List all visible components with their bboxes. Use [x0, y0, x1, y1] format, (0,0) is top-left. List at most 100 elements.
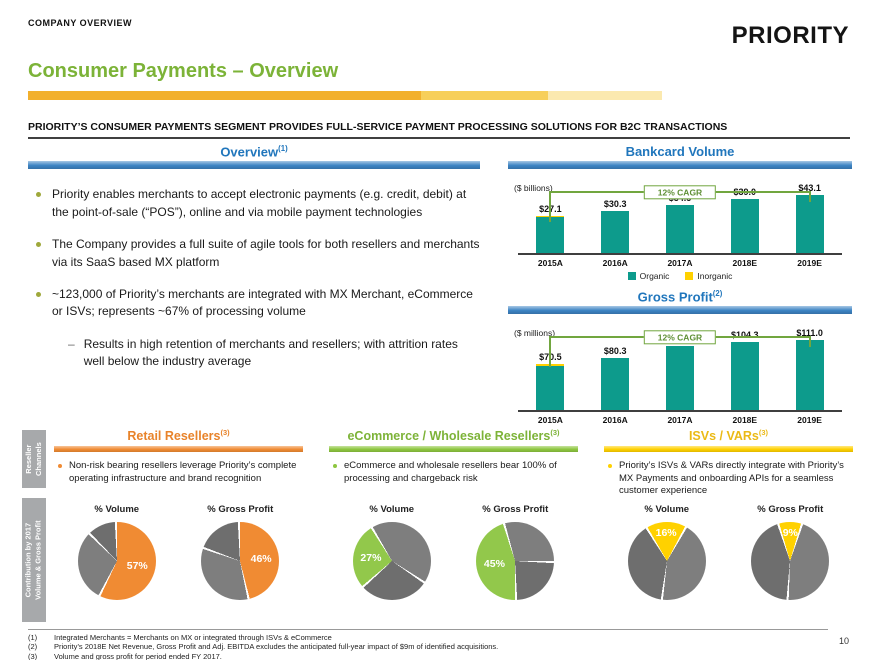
bar-segment-organic [601, 357, 630, 411]
bankcard-volume-header-bar [508, 161, 852, 169]
year-label: 2017A [667, 415, 693, 426]
cagr-label: 12% CAGR [643, 330, 717, 345]
bankcard-volume-section: Bankcard Volume ($ billions) 12% CAGR $27.… [508, 144, 852, 281]
volume-pie-block: % Volume 16% [612, 504, 722, 601]
pie-title: % Gross Profit [757, 504, 824, 516]
legend-swatch [685, 272, 694, 280]
bar-segment-organic [601, 211, 630, 253]
footnote-row: (1) Integrated Merchants = Merchants on M… [28, 633, 828, 642]
footnote-row: (3) Volume and gross profit for period en… [28, 652, 828, 660]
bar-segment-organic [795, 195, 824, 253]
footnote-number: (2) [28, 642, 38, 652]
side-label-text: Contribution by 2017 Volume & Gross Profi… [23, 520, 43, 600]
sub-bullet-dash: – [68, 336, 75, 351]
channel-title: ISVs / VARs(3) [688, 428, 769, 444]
x-axis-labels: 2015A 2016A 2017A 2018E 2019E [518, 412, 842, 425]
year-label: 2019E [797, 415, 822, 426]
cagr-label: 12% CAGR [643, 185, 717, 200]
page-title: Consumer Payments – Overview [28, 60, 339, 82]
footnote-number: (1) [28, 633, 38, 642]
side-label-text: Reseller Channels [23, 442, 44, 476]
bar-column: $80.3 [583, 328, 648, 411]
channel-accent-bar [604, 446, 853, 453]
channel-footnote-ref: (3) [220, 428, 230, 437]
section-headline: PRIORITY’S CONSUMER PAYMENTS SEGMENT PRO… [28, 121, 728, 133]
channel-accent-bar [54, 446, 303, 453]
charts-panel: Bankcard Volume ($ billions) 12% CAGR $27.… [508, 144, 852, 425]
bar-segment-organic [665, 346, 694, 411]
contribution-side-label: Contribution by 2017 Volume & Gross Profi… [22, 498, 46, 622]
bar-column: $104.3 [712, 328, 777, 411]
gross-profit-pie-chart: 45% [476, 522, 555, 601]
bar-column: $111.0 [777, 328, 842, 411]
overview-sub-bullet: – Results in high retention of merchants … [68, 336, 480, 371]
bullet-dot [608, 464, 612, 469]
bullet-item: The Company provides a full suite of agi… [36, 236, 480, 271]
bar-value-label: $104.3 [731, 329, 759, 340]
bar-segment-organic [795, 340, 824, 411]
chart-title-text: Bankcard Volume [625, 144, 735, 159]
bullet-dot [58, 464, 62, 469]
bullet-text: The Company provides a full suite of agi… [52, 237, 480, 269]
gross-profit-pie-block: % Gross Profit 9% [736, 504, 846, 601]
gross-profit-title: Gross Profit(2) [508, 289, 852, 304]
overview-panel: Overview(1) Priority enables merchants t… [28, 144, 480, 370]
pie-title: % Volume [644, 504, 690, 516]
bullet-item: ~123,000 of Priority’s merchants are int… [36, 286, 480, 321]
bullet-text: Priority enables merchants to accept ele… [52, 187, 467, 219]
channel-title: eCommerce / Wholesale Resellers(3) [347, 428, 560, 444]
gross-profit-pie-chart: 46% [201, 522, 280, 601]
gross-profit-pie-block: % Gross Profit 46% [186, 504, 296, 601]
channel-bullet-text: Non-risk bearing resellers leverage Prio… [69, 460, 297, 484]
footnote-row: (2) Priority’s 2018E Net Revenue, Gross P… [28, 642, 828, 651]
pie-percentage-label: 27% [360, 552, 382, 565]
bar-column: $30.3 [583, 183, 648, 253]
bar-segment-organic [536, 217, 565, 253]
bullet-dot [36, 242, 41, 248]
volume-pie-block: % Volume 27% [337, 504, 447, 601]
year-label: 2017A [667, 258, 693, 268]
channel-title: Retail Resellers(3) [127, 428, 230, 444]
channel-ecommerce-wholesale: eCommerce / Wholesale Resellers(3) eComm… [329, 428, 578, 601]
headline-rule [28, 137, 850, 139]
gross-profit-header-bar [508, 306, 852, 315]
page-number: 10 [838, 636, 849, 646]
volume-pie-chart: 57% [77, 522, 156, 601]
bar-column: $43.1 [777, 183, 842, 253]
channel-footnote-ref: (3) [758, 428, 769, 437]
chart-plot-area: $27.1$30.3$34.5$39.0$43.1 [518, 183, 842, 255]
pie-percentage-label: 16% [655, 527, 677, 540]
legend-label: Organic [639, 271, 670, 281]
pie-title: % Volume [369, 504, 415, 516]
legend-swatch [627, 272, 636, 280]
bankcard-volume-title: Bankcard Volume [508, 144, 852, 159]
pie-title: % Gross Profit [207, 504, 274, 516]
channels-row: Retail Resellers(3) Non-risk bearing res… [54, 428, 853, 601]
bullet-dot [333, 464, 337, 469]
channel-bullet-text: eCommerce and wholesale resellers bear 1… [344, 460, 557, 484]
overview-header-bar [28, 161, 480, 170]
channel-accent-bar [329, 446, 578, 453]
bullet-dot [36, 192, 41, 198]
pie-percentage-label: 57% [126, 559, 148, 572]
footnote-text: Volume and gross profit for period ended… [54, 651, 222, 660]
year-label: 2016A [602, 415, 628, 426]
bullet-item: Priority enables merchants to accept ele… [36, 186, 480, 221]
reseller-channels-side-label: Reseller Channels [22, 430, 46, 488]
channel-isvs-vars: ISVs / VARs(3) Priority’s ISVs & VARs di… [604, 428, 853, 601]
footnote-text: Integrated Merchants = Merchants on MX o… [54, 633, 332, 642]
pie-percentage-label: 9% [782, 527, 798, 540]
cagr-bracket: 12% CAGR [549, 330, 812, 368]
x-axis-labels: 2015A 2016A 2017A 2018E 2019E [518, 255, 842, 268]
year-label: 2018E [732, 415, 758, 426]
year-label: 2019E [797, 258, 822, 268]
volume-pie-chart: 27% [352, 522, 431, 601]
title-accent-bar [28, 91, 662, 100]
chart-unit-label: ($ billions) [514, 183, 553, 193]
bar-segment-organic [665, 205, 694, 253]
year-label: 2016A [602, 258, 628, 268]
gross-profit-chart: ($ millions)12% CAGR$70.5$80.3$97.4$104.… [508, 328, 852, 425]
legend-item: Inorganic [685, 271, 732, 281]
overview-header-text: Overview [220, 144, 279, 160]
